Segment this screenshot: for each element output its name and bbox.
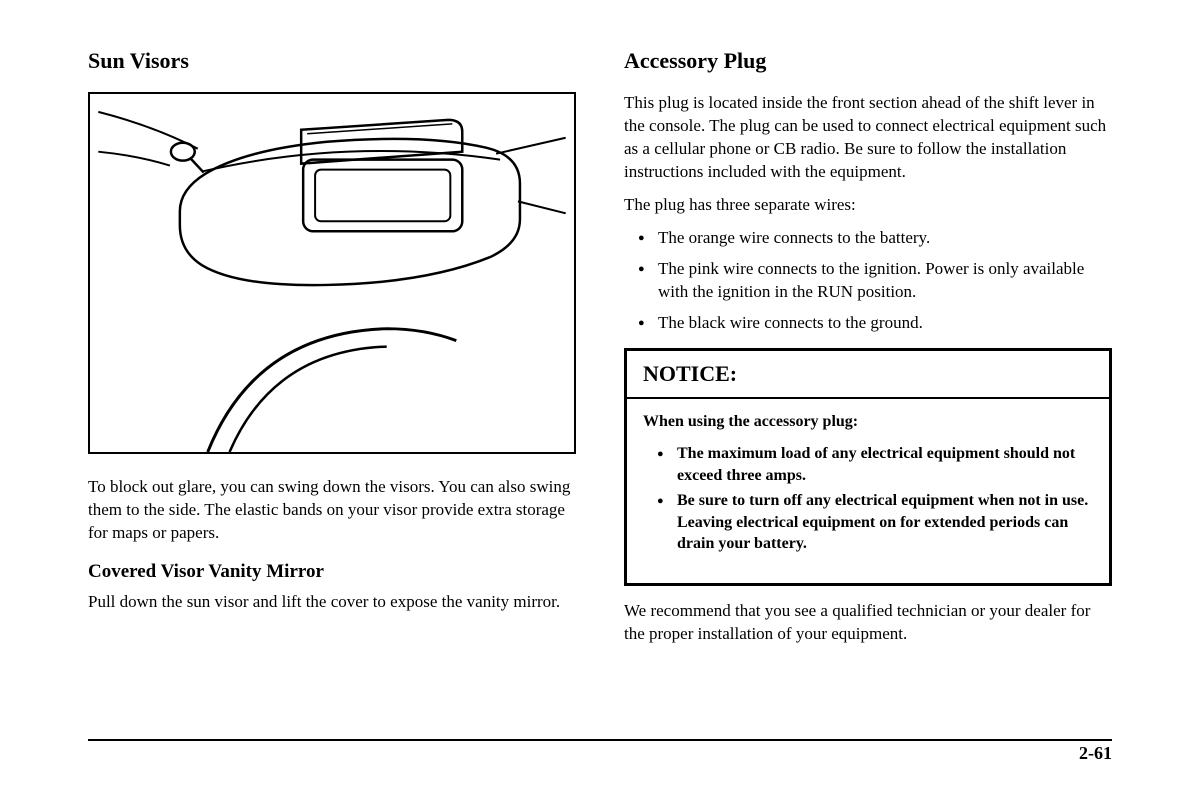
left-column: Sun Visors	[88, 48, 576, 656]
right-para-3: We recommend that you see a qualified te…	[624, 600, 1112, 646]
right-column: Accessory Plug This plug is located insi…	[624, 48, 1112, 656]
notice-title: NOTICE:	[643, 361, 1093, 387]
left-para-1: To block out glare, you can swing down t…	[88, 476, 576, 545]
page-footer: 2-61	[88, 739, 1112, 764]
list-item: The orange wire connects to the battery.	[638, 227, 1112, 250]
left-subheading: Covered Visor Vanity Mirror	[88, 561, 576, 583]
notice-list: The maximum load of any electrical equip…	[643, 443, 1093, 555]
page-columns: Sun Visors	[88, 48, 1112, 656]
list-item: The pink wire connects to the ignition. …	[638, 258, 1112, 304]
page-number: 2-61	[88, 743, 1112, 764]
notice-body: When using the accessory plug: The maxim…	[627, 399, 1109, 583]
right-heading: Accessory Plug	[624, 48, 1112, 74]
right-para-2: The plug has three separate wires:	[624, 194, 1112, 217]
notice-intro: When using the accessory plug:	[643, 411, 1093, 433]
wire-list: The orange wire connects to the battery.…	[624, 227, 1112, 335]
footer-rule	[88, 739, 1112, 741]
sun-visor-illustration	[90, 94, 574, 452]
left-heading: Sun Visors	[88, 48, 576, 74]
list-item: Be sure to turn off any electrical equip…	[657, 490, 1093, 555]
left-para-2: Pull down the sun visor and lift the cov…	[88, 591, 576, 614]
right-para-1: This plug is located inside the front se…	[624, 92, 1112, 184]
sun-visor-figure	[88, 92, 576, 454]
list-item: The maximum load of any electrical equip…	[657, 443, 1093, 486]
notice-header: NOTICE:	[627, 351, 1109, 389]
list-item: The black wire connects to the ground.	[638, 312, 1112, 335]
notice-box: NOTICE: When using the accessory plug: T…	[624, 348, 1112, 586]
